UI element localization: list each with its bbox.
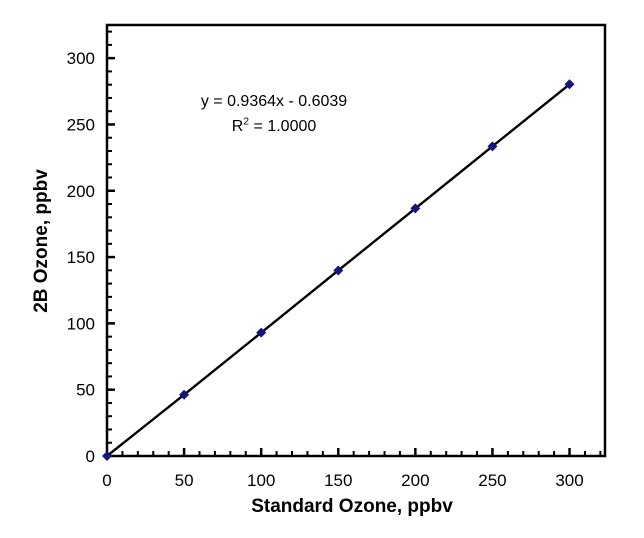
r-squared-superscript: 2 <box>243 116 250 128</box>
x-tick-label: 50 <box>175 471 194 490</box>
y-axis-title: 2B Ozone, ppbv <box>31 169 52 313</box>
data-point-marker <box>564 79 575 90</box>
y-tick-label: 50 <box>76 381 95 400</box>
x-tick-label: 100 <box>247 471 275 490</box>
r-squared-text: R2 = 1.0000 <box>201 114 347 139</box>
data-point-marker <box>102 451 112 461</box>
data-point-marker <box>333 265 344 276</box>
plot-border <box>105 23 607 458</box>
y-tick-label: 200 <box>67 182 95 201</box>
x-tick-label: 150 <box>324 471 352 490</box>
x-tick-label: 200 <box>401 471 429 490</box>
data-point-marker <box>410 203 421 214</box>
data-point-marker <box>256 327 267 338</box>
x-tick-label: 250 <box>478 471 506 490</box>
x-tick-label: 300 <box>555 471 583 490</box>
r-squared-prefix: R <box>231 118 244 135</box>
x-tick-label: 0 <box>102 471 111 490</box>
x-axis-title: Standard Ozone, ppbv <box>251 496 453 517</box>
y-tick-label: 0 <box>86 447 95 466</box>
r-squared-value: = 1.0000 <box>249 118 317 135</box>
trendline-equation-text: y = 0.9364x - 0.6039 <box>200 93 348 110</box>
data-point-marker <box>487 141 498 152</box>
data-point-marker <box>179 389 190 400</box>
y-tick-label: 300 <box>67 49 95 68</box>
y-tick-label: 100 <box>67 314 95 333</box>
y-tick-label: 150 <box>67 248 95 267</box>
trendline-annotation: y = 0.9364x - 0.6039 R2 = 1.0000 <box>201 89 347 139</box>
y-tick-label: 250 <box>67 115 95 134</box>
